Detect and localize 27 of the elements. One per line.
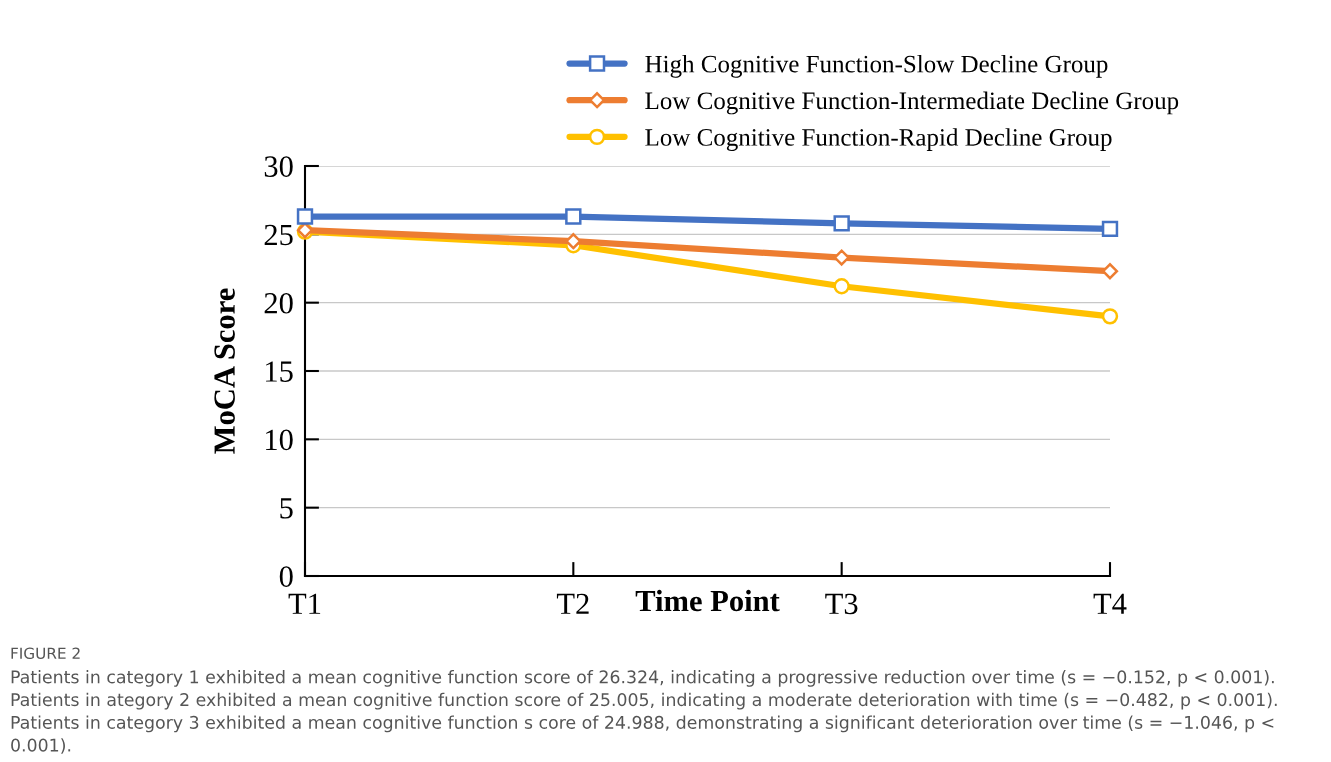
y-tick-label: 10 (266, 429, 293, 451)
point (1101, 220, 1119, 238)
x-tick-label: T3 (825, 593, 858, 615)
y-tick-label: 5 (280, 498, 293, 519)
y-tick-label: 30 (264, 156, 293, 177)
text: FIGURE 2 (11, 647, 80, 660)
legend-label: Low Cognitive Function-Intermediate Decline Group (645, 91, 1179, 115)
y-tick-label: 25 (264, 224, 293, 246)
x-axis-title: Time Point (635, 589, 780, 612)
point (833, 215, 850, 232)
point (1101, 263, 1119, 280)
point (1101, 308, 1119, 325)
point (565, 208, 582, 225)
point (565, 233, 582, 250)
y-tick-label: 0 (279, 566, 293, 587)
text: Patients in category 1 exhibited a mean cognitive function score of 26.324, indicating a progressive reduction over time (s = −0.152, p < 0.001). Patients in ategory 2 exhibited a mean cognitive function score of 25.005, indicating a moderate deterioration with time (s = −0.482, p < 0.001). Patients in category 3 exhibited a mean cognitive function s core of 24.988, demonstrating a significant deterioration over time (s = −1.046, p < 0.001). (11, 670, 1277, 754)
y-axis-title: MoCA Score (214, 288, 235, 454)
legend-label: High Cognitive Function-Slow Decline Group (645, 54, 1108, 78)
point (833, 278, 850, 295)
x-tick-label: T1 (288, 593, 321, 614)
x-tick-label: T4 (1093, 593, 1127, 614)
point (833, 249, 850, 266)
y-tick-label: 15 (266, 361, 293, 382)
legend-label: Low Cognitive Function-Rapid Decline Group (645, 128, 1112, 151)
point (296, 208, 314, 225)
y-tick-label: 20 (264, 292, 293, 314)
x-tick-label: T2 (556, 593, 589, 614)
